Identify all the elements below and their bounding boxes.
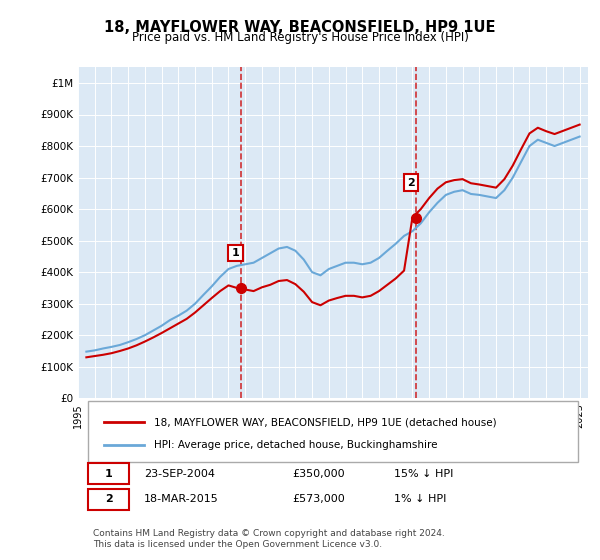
Text: 1: 1: [232, 248, 239, 258]
Text: Contains HM Land Registry data © Crown copyright and database right 2024.
This d: Contains HM Land Registry data © Crown c…: [94, 529, 445, 549]
Text: £573,000: £573,000: [292, 494, 345, 504]
FancyBboxPatch shape: [88, 402, 578, 461]
Text: 23-SEP-2004: 23-SEP-2004: [145, 469, 215, 479]
Text: Price paid vs. HM Land Registry's House Price Index (HPI): Price paid vs. HM Land Registry's House …: [131, 31, 469, 44]
Text: 18-MAR-2015: 18-MAR-2015: [145, 494, 219, 504]
FancyBboxPatch shape: [88, 463, 129, 484]
Text: 1% ↓ HPI: 1% ↓ HPI: [394, 494, 446, 504]
Text: 15% ↓ HPI: 15% ↓ HPI: [394, 469, 454, 479]
Text: 2: 2: [105, 494, 112, 504]
Text: 18, MAYFLOWER WAY, BEACONSFIELD, HP9 1UE (detached house): 18, MAYFLOWER WAY, BEACONSFIELD, HP9 1UE…: [155, 417, 497, 427]
Text: 1: 1: [105, 469, 112, 479]
Text: 2: 2: [407, 178, 415, 188]
Text: 18, MAYFLOWER WAY, BEACONSFIELD, HP9 1UE: 18, MAYFLOWER WAY, BEACONSFIELD, HP9 1UE: [104, 20, 496, 35]
Text: £350,000: £350,000: [292, 469, 345, 479]
Text: HPI: Average price, detached house, Buckinghamshire: HPI: Average price, detached house, Buck…: [155, 440, 438, 450]
FancyBboxPatch shape: [88, 488, 129, 510]
